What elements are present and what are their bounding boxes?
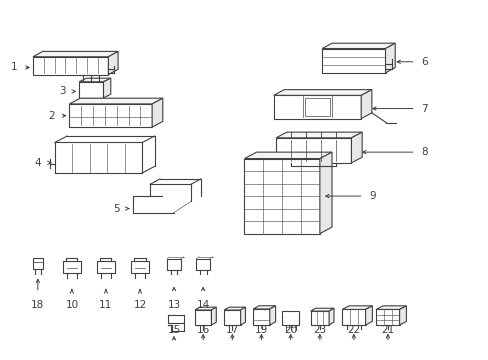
Text: 11: 11 (99, 300, 112, 310)
Polygon shape (365, 306, 372, 325)
Polygon shape (33, 51, 118, 57)
Text: 20: 20 (284, 325, 297, 335)
Polygon shape (319, 152, 331, 234)
Text: 13: 13 (167, 300, 180, 310)
Text: 1: 1 (11, 63, 18, 72)
Text: 3: 3 (60, 86, 66, 96)
Polygon shape (322, 43, 394, 49)
Text: 2: 2 (48, 111, 55, 121)
Polygon shape (33, 57, 108, 75)
Polygon shape (244, 158, 319, 234)
Polygon shape (253, 306, 275, 309)
Polygon shape (385, 43, 394, 73)
Bar (130, 261, 149, 273)
Polygon shape (328, 308, 333, 325)
Polygon shape (276, 138, 351, 163)
Polygon shape (399, 306, 406, 325)
Polygon shape (269, 306, 275, 325)
Polygon shape (79, 82, 103, 98)
Text: 17: 17 (225, 325, 239, 335)
Text: 14: 14 (196, 300, 209, 310)
Polygon shape (152, 98, 163, 127)
Polygon shape (342, 306, 372, 310)
Polygon shape (342, 310, 365, 325)
Bar (167, 258, 181, 270)
Text: 4: 4 (34, 158, 41, 168)
Polygon shape (244, 152, 331, 158)
Polygon shape (69, 104, 152, 127)
Bar (32, 258, 43, 269)
Text: 7: 7 (421, 104, 427, 113)
Bar (62, 261, 81, 273)
Bar (305, 98, 329, 116)
Bar (282, 311, 299, 325)
Text: 22: 22 (346, 325, 360, 335)
Polygon shape (69, 98, 163, 104)
Polygon shape (195, 310, 211, 325)
Polygon shape (310, 311, 328, 325)
Bar (196, 258, 209, 270)
Bar (97, 261, 115, 273)
Text: 9: 9 (369, 191, 375, 201)
Polygon shape (108, 51, 118, 75)
Text: 21: 21 (381, 325, 394, 335)
Polygon shape (240, 307, 245, 325)
Polygon shape (253, 309, 269, 325)
Text: 12: 12 (133, 300, 146, 310)
Text: 18: 18 (31, 300, 44, 310)
Polygon shape (375, 306, 406, 310)
Text: 23: 23 (313, 325, 326, 335)
Polygon shape (273, 90, 371, 95)
Text: 19: 19 (254, 325, 267, 335)
Text: 5: 5 (113, 203, 119, 213)
Polygon shape (224, 307, 245, 310)
Polygon shape (276, 132, 362, 138)
Polygon shape (273, 95, 361, 118)
Polygon shape (103, 78, 111, 98)
Polygon shape (79, 78, 111, 82)
Text: 10: 10 (65, 300, 78, 310)
Polygon shape (310, 308, 333, 311)
Text: 6: 6 (421, 57, 427, 67)
Polygon shape (195, 307, 216, 310)
Polygon shape (361, 90, 371, 118)
Text: 16: 16 (196, 325, 209, 335)
Text: 8: 8 (421, 147, 427, 157)
Polygon shape (224, 310, 240, 325)
Text: 15: 15 (167, 325, 180, 335)
Polygon shape (351, 132, 362, 163)
Polygon shape (375, 310, 399, 325)
Polygon shape (322, 49, 385, 73)
Polygon shape (211, 307, 216, 325)
